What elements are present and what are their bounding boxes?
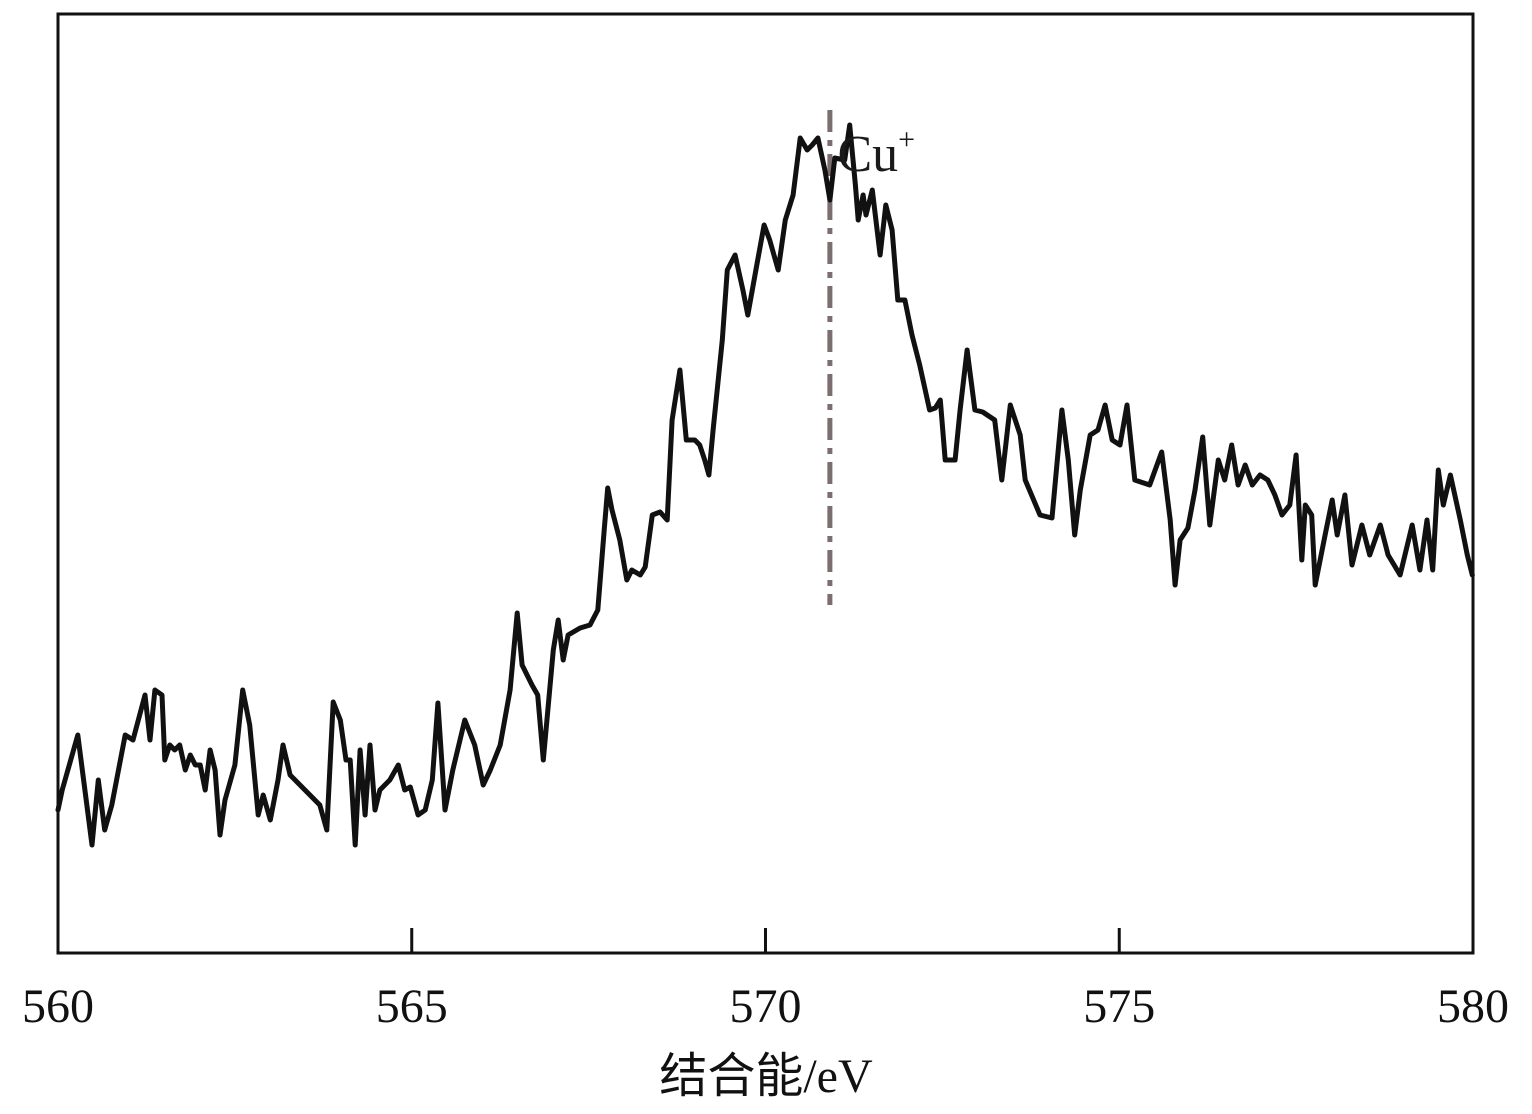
- cu-plus-annotation: Cu+: [837, 123, 915, 183]
- spectrum-line: [55, 122, 1475, 848]
- x-ticks: [410, 928, 1121, 953]
- x-tick-label: 575: [1083, 980, 1155, 1033]
- x-tick-label: 560: [22, 980, 94, 1033]
- x-tick-label: 570: [730, 980, 802, 1033]
- annotation-superscript: +: [898, 123, 915, 156]
- x-tick-label: 580: [1437, 980, 1509, 1033]
- annotation-text: Cu: [837, 126, 898, 183]
- x-tick-label: 565: [376, 980, 448, 1033]
- x-axis-label: 结合能/eV: [659, 1050, 873, 1103]
- x-tick-labels: 560 565 570 575 580: [22, 980, 1509, 1033]
